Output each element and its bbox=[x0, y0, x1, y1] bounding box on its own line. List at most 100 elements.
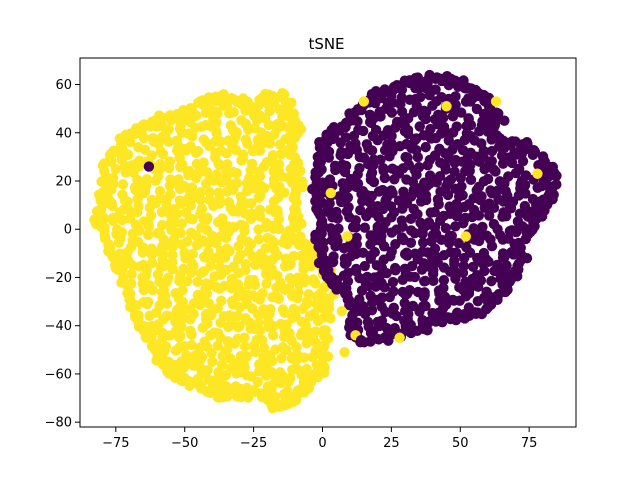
data-point bbox=[386, 185, 397, 196]
data-point bbox=[213, 328, 224, 339]
data-point bbox=[266, 234, 277, 246]
data-point bbox=[352, 178, 364, 189]
data-point bbox=[351, 232, 362, 243]
data-point bbox=[463, 113, 474, 125]
data-point bbox=[171, 135, 183, 146]
data-point bbox=[376, 262, 388, 274]
outlier-point bbox=[325, 187, 336, 199]
y-tick-label: −40 bbox=[45, 319, 72, 334]
data-point bbox=[203, 298, 215, 309]
data-point bbox=[428, 275, 439, 287]
data-point bbox=[399, 297, 410, 309]
data-point bbox=[471, 103, 483, 115]
data-point bbox=[210, 125, 222, 137]
data-point bbox=[175, 198, 187, 209]
data-point bbox=[202, 364, 213, 376]
data-point bbox=[396, 215, 408, 226]
data-point bbox=[520, 170, 532, 181]
outlier-point bbox=[336, 306, 347, 317]
data-point bbox=[485, 185, 496, 196]
data-point bbox=[288, 250, 299, 262]
x-tick-label: 75 bbox=[521, 436, 538, 451]
data-point bbox=[434, 170, 446, 182]
data-point bbox=[281, 319, 292, 330]
outlier-point bbox=[441, 72, 452, 83]
data-point bbox=[185, 325, 196, 336]
data-point bbox=[486, 155, 497, 167]
data-point bbox=[492, 185, 503, 196]
data-point bbox=[124, 301, 136, 313]
data-point bbox=[283, 100, 294, 111]
data-point bbox=[324, 174, 336, 185]
data-point bbox=[231, 177, 243, 189]
outlier-point bbox=[394, 332, 405, 343]
plot-area-frame bbox=[79, 57, 577, 428]
data-point bbox=[196, 381, 207, 393]
data-point bbox=[366, 145, 378, 156]
data-point bbox=[357, 247, 369, 259]
data-point bbox=[115, 140, 126, 152]
data-point bbox=[177, 308, 188, 320]
data-point bbox=[247, 303, 258, 314]
data-point bbox=[201, 341, 213, 352]
data-point bbox=[202, 212, 213, 223]
data-point bbox=[178, 263, 189, 275]
data-point bbox=[475, 275, 487, 286]
data-point bbox=[241, 351, 252, 362]
data-point bbox=[274, 367, 286, 378]
data-point bbox=[340, 160, 352, 172]
data-point bbox=[132, 142, 144, 153]
data-point bbox=[465, 147, 476, 158]
data-point bbox=[238, 220, 250, 232]
data-point bbox=[404, 284, 415, 296]
data-point bbox=[385, 201, 397, 212]
data-point bbox=[284, 272, 296, 284]
data-point bbox=[141, 265, 152, 276]
data-point bbox=[230, 381, 241, 392]
data-point bbox=[450, 91, 461, 102]
data-point bbox=[254, 204, 266, 215]
data-point bbox=[221, 344, 233, 355]
data-point bbox=[404, 271, 416, 282]
data-point bbox=[285, 258, 296, 270]
data-point bbox=[438, 275, 450, 286]
data-point bbox=[328, 251, 339, 262]
data-point bbox=[465, 159, 476, 171]
data-point bbox=[205, 260, 216, 271]
data-point bbox=[186, 339, 197, 351]
data-point bbox=[123, 205, 135, 216]
data-point bbox=[123, 255, 134, 266]
data-point bbox=[295, 250, 307, 262]
data-point bbox=[185, 200, 196, 211]
data-point bbox=[276, 353, 287, 364]
data-point bbox=[212, 340, 223, 351]
data-point bbox=[412, 209, 423, 220]
data-point bbox=[412, 72, 424, 83]
data-point bbox=[187, 131, 198, 142]
data-point bbox=[342, 276, 354, 287]
data-point bbox=[158, 234, 169, 245]
data-point bbox=[186, 182, 198, 193]
data-point bbox=[438, 121, 450, 133]
data-point bbox=[358, 152, 370, 163]
data-point bbox=[322, 303, 333, 314]
data-point bbox=[216, 295, 227, 306]
data-point bbox=[253, 234, 265, 245]
data-point bbox=[405, 237, 417, 248]
data-point bbox=[438, 262, 450, 273]
data-point bbox=[499, 252, 510, 263]
data-point bbox=[278, 89, 290, 100]
data-point bbox=[376, 292, 388, 303]
data-point bbox=[343, 202, 354, 213]
data-point bbox=[292, 168, 303, 179]
data-point bbox=[164, 156, 176, 167]
data-point bbox=[293, 286, 304, 298]
data-point bbox=[254, 110, 266, 121]
data-point bbox=[501, 277, 513, 288]
data-point bbox=[325, 223, 336, 234]
data-point bbox=[175, 119, 187, 130]
data-point bbox=[256, 127, 267, 138]
data-point bbox=[261, 278, 272, 289]
data-point bbox=[290, 310, 301, 321]
outlier-point bbox=[358, 96, 370, 107]
